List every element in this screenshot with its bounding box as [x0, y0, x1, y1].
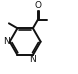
Text: O: O	[34, 1, 41, 10]
Text: N: N	[3, 37, 10, 46]
Text: N: N	[30, 55, 36, 64]
